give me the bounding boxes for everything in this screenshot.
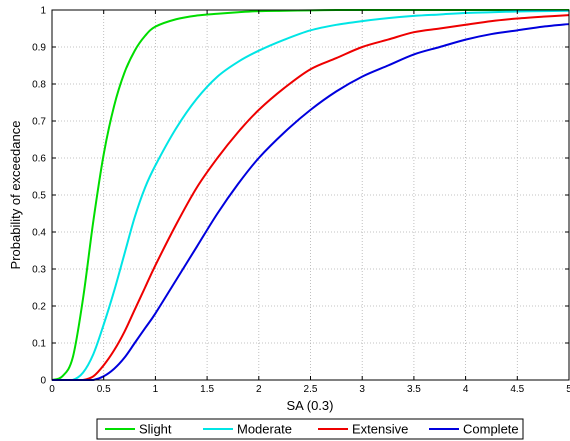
y-axis-ticks: 0 0.1 0.2 0.3 0.4 0.5 0.6 0.7 0.8 0.9 1 bbox=[32, 6, 569, 387]
series-line-complete bbox=[51, 23, 570, 382]
x-tick-label: 0.5 bbox=[97, 384, 111, 395]
y-tick-label: 0.1 bbox=[32, 339, 46, 350]
series-line-extensive bbox=[51, 14, 570, 382]
y-tick-label: 0.2 bbox=[32, 302, 46, 313]
legend: Slight Moderate Extensive Complete bbox=[96, 418, 524, 440]
y-tick-label: 0.9 bbox=[32, 43, 46, 54]
x-tick-label: 3.5 bbox=[407, 384, 421, 395]
x-tick-label: 5 bbox=[566, 384, 570, 395]
x-tick-label: 1.5 bbox=[200, 384, 214, 395]
legend-label-extensive: Extensive bbox=[352, 422, 408, 437]
x-tick-label: 2 bbox=[256, 384, 262, 395]
x-tick-label: 4 bbox=[463, 384, 469, 395]
y-tick-label: 0 bbox=[40, 376, 46, 387]
x-tick-label: 4.5 bbox=[510, 384, 524, 395]
legend-label-slight: Slight bbox=[139, 422, 172, 437]
y-tick-label: 0.6 bbox=[32, 154, 46, 165]
series-line-moderate bbox=[51, 9, 570, 382]
y-tick-label: 0.5 bbox=[32, 191, 46, 202]
x-axis-ticks: 0 0.5 1 1.5 2 2.5 3 3.5 4 4.5 5 bbox=[49, 10, 570, 395]
y-tick-label: 0.3 bbox=[32, 265, 46, 276]
y-tick-label: 0.8 bbox=[32, 80, 46, 91]
x-tick-label: 3 bbox=[359, 384, 365, 395]
y-axis-label: Probability of exceedance bbox=[8, 121, 23, 270]
x-axis-label: SA (0.3) bbox=[287, 398, 334, 413]
legend-box bbox=[96, 418, 524, 440]
x-tick-label: 2.5 bbox=[304, 384, 318, 395]
legend-label-moderate: Moderate bbox=[237, 422, 292, 437]
legend-label-complete: Complete bbox=[463, 422, 519, 437]
y-tick-label: 0.4 bbox=[32, 228, 46, 239]
grid-lines bbox=[52, 10, 569, 380]
x-tick-label: 0 bbox=[49, 384, 55, 395]
y-tick-label: 0.7 bbox=[32, 117, 46, 128]
x-tick-label: 1 bbox=[153, 384, 159, 395]
y-tick-label: 1 bbox=[40, 6, 46, 17]
